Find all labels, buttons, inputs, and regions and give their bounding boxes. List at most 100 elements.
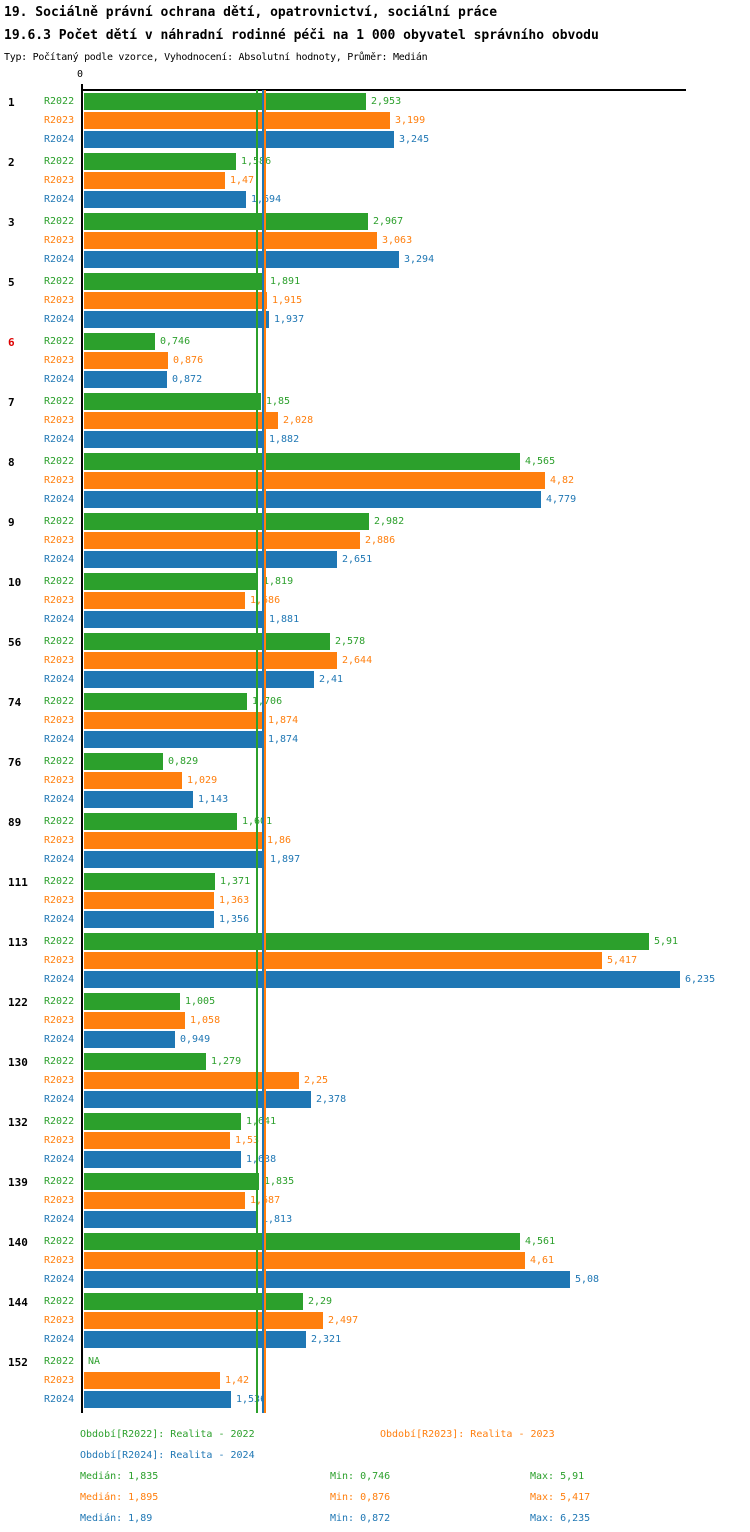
bar-9-r2023[interactable] (84, 532, 360, 549)
group-label-152: 152 (8, 1356, 28, 1369)
bar-8-r2022[interactable] (84, 453, 520, 470)
bar-122-r2023[interactable] (84, 1012, 185, 1029)
series-label-r2024: R2024 (44, 794, 75, 805)
bar-89-r2022[interactable] (84, 813, 237, 830)
bar-56-r2023[interactable] (84, 652, 337, 669)
bar-6-r2024[interactable] (84, 371, 167, 388)
bar-value-label: 2,29 (308, 1296, 333, 1307)
series-label-r2022: R2022 (44, 996, 75, 1007)
bar-122-r2024[interactable] (84, 1031, 175, 1048)
bar-89-r2023[interactable] (84, 832, 262, 849)
bar-113-r2023[interactable] (84, 952, 602, 969)
bar-value-label: 3,245 (399, 134, 430, 145)
bar-152-r2024[interactable] (84, 1391, 231, 1408)
bar-7-r2023[interactable] (84, 412, 278, 429)
bar-value-label: 1,029 (187, 775, 218, 786)
bar-74-r2022[interactable] (84, 693, 247, 710)
bar-value-label: 1,891 (270, 276, 301, 287)
bar-10-r2023[interactable] (84, 592, 245, 609)
bar-3-r2023[interactable] (84, 232, 377, 249)
bar-144-r2024[interactable] (84, 1331, 306, 1348)
series-label-r2023: R2023 (44, 475, 75, 486)
bar-5-r2023[interactable] (84, 292, 267, 309)
bar-2-r2024[interactable] (84, 191, 246, 208)
bar-130-r2023[interactable] (84, 1072, 299, 1089)
group-label-130: 130 (8, 1056, 28, 1069)
bar-122-r2022[interactable] (84, 993, 180, 1010)
bar-value-label: 5,417 (607, 955, 638, 966)
bar-111-r2024[interactable] (84, 911, 214, 928)
bar-6-r2022[interactable] (84, 333, 155, 350)
series-label-r2023: R2023 (44, 655, 75, 666)
group-label-132: 132 (8, 1116, 28, 1129)
bar-5-r2022[interactable] (84, 273, 265, 290)
bar-10-r2022[interactable] (84, 573, 258, 590)
bar-2-r2023[interactable] (84, 172, 225, 189)
series-label-r2022: R2022 (44, 1296, 75, 1307)
bar-value-label: 2,982 (374, 516, 405, 527)
bar-9-r2022[interactable] (84, 513, 369, 530)
series-label-r2023: R2023 (44, 775, 75, 786)
bar-1-r2023[interactable] (84, 112, 390, 129)
bar-5-r2024[interactable] (84, 311, 269, 328)
bar-8-r2023[interactable] (84, 472, 545, 489)
bar-3-r2024[interactable] (84, 251, 399, 268)
x-axis-line (81, 89, 686, 91)
bar-value-label: 3,199 (395, 115, 426, 126)
bar-139-r2022[interactable] (84, 1173, 259, 1190)
group-label-111: 111 (8, 876, 28, 889)
bar-1-r2022[interactable] (84, 93, 366, 110)
bar-152-r2023[interactable] (84, 1372, 220, 1389)
series-label-r2024: R2024 (44, 374, 75, 385)
series-label-r2023: R2023 (44, 235, 75, 246)
bar-130-r2022[interactable] (84, 1053, 206, 1070)
bar-56-r2022[interactable] (84, 633, 330, 650)
bar-76-r2022[interactable] (84, 753, 163, 770)
legend-min-r2022: Min: 0,746 (330, 1471, 391, 1482)
bar-56-r2024[interactable] (84, 671, 314, 688)
bar-10-r2024[interactable] (84, 611, 264, 628)
series-label-r2023: R2023 (44, 355, 75, 366)
bar-76-r2023[interactable] (84, 772, 182, 789)
series-label-r2023: R2023 (44, 1195, 75, 1206)
bar-144-r2023[interactable] (84, 1312, 323, 1329)
series-label-r2024: R2024 (44, 1154, 75, 1165)
bar-140-r2023[interactable] (84, 1252, 525, 1269)
bar-111-r2022[interactable] (84, 873, 215, 890)
series-label-r2023: R2023 (44, 1255, 75, 1266)
series-label-r2022: R2022 (44, 1356, 75, 1367)
bar-113-r2022[interactable] (84, 933, 649, 950)
bar-8-r2024[interactable] (84, 491, 541, 508)
bar-130-r2024[interactable] (84, 1091, 311, 1108)
bar-74-r2024[interactable] (84, 731, 263, 748)
bar-140-r2024[interactable] (84, 1271, 570, 1288)
group-label-113: 113 (8, 936, 28, 949)
bar-132-r2022[interactable] (84, 1113, 241, 1130)
bar-132-r2023[interactable] (84, 1132, 230, 1149)
bar-2-r2022[interactable] (84, 153, 236, 170)
group-label-10: 10 (8, 576, 22, 589)
bar-74-r2023[interactable] (84, 712, 263, 729)
series-label-r2024: R2024 (44, 614, 75, 625)
bar-3-r2022[interactable] (84, 213, 368, 230)
legend-median-r2024: Medián: 1,89 (80, 1513, 153, 1524)
bar-113-r2024[interactable] (84, 971, 680, 988)
bar-76-r2024[interactable] (84, 791, 193, 808)
bar-89-r2024[interactable] (84, 851, 265, 868)
bar-6-r2023[interactable] (84, 352, 168, 369)
bar-111-r2023[interactable] (84, 892, 214, 909)
bar-7-r2024[interactable] (84, 431, 264, 448)
bar-144-r2022[interactable] (84, 1293, 303, 1310)
bar-139-r2024[interactable] (84, 1211, 257, 1228)
bar-139-r2023[interactable] (84, 1192, 245, 1209)
bar-7-r2022[interactable] (84, 393, 261, 410)
bar-1-r2024[interactable] (84, 131, 394, 148)
series-label-r2024: R2024 (44, 1394, 75, 1405)
bar-value-label: 2,644 (342, 655, 373, 666)
bar-9-r2024[interactable] (84, 551, 337, 568)
series-label-r2022: R2022 (44, 216, 75, 227)
legend-median-r2023: Medián: 1,895 (80, 1492, 159, 1503)
bar-140-r2022[interactable] (84, 1233, 520, 1250)
bar-value-label: 2,25 (304, 1075, 329, 1086)
bar-132-r2024[interactable] (84, 1151, 241, 1168)
